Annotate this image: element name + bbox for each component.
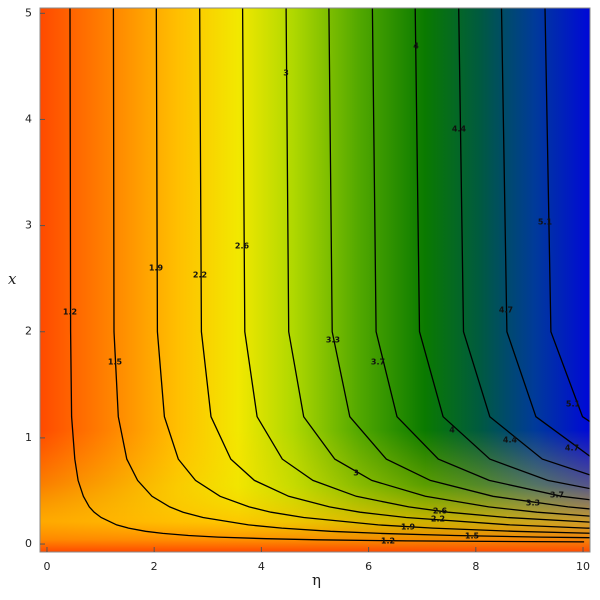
- contour-label: 4.7: [565, 444, 579, 453]
- y-tick-label: 2: [25, 325, 32, 338]
- x-tick-label: 4: [258, 560, 265, 573]
- contour-label: 3.7: [371, 358, 385, 367]
- contour-label: 2.6: [433, 507, 448, 516]
- contour-label: 1.9: [149, 264, 164, 273]
- x-tick-label: 8: [472, 560, 479, 573]
- contour-line: [241, 8, 590, 523]
- contour-lines: 1.21.21.51.51.91.92.22.22.62.6333.33.33.…: [63, 8, 590, 546]
- contour-label: 3.3: [326, 336, 340, 345]
- x-tick-label: 2: [151, 560, 158, 573]
- x-tick-label: 10: [576, 560, 590, 573]
- contour-label: 4.4: [452, 125, 467, 134]
- contour-line: [414, 8, 590, 490]
- contour-line: [112, 8, 590, 539]
- frame: [39, 7, 591, 553]
- y-tick-label: 0: [25, 537, 32, 550]
- y-axis-label: x: [8, 270, 17, 288]
- contour-line: [69, 8, 585, 543]
- contour-label: 1.5: [108, 358, 123, 367]
- contour-label: 2.2: [431, 515, 445, 524]
- contour-label: 3.7: [550, 491, 564, 500]
- contour-line: [544, 8, 590, 423]
- contour-line: [500, 8, 590, 458]
- contour-line: [458, 8, 590, 476]
- contour-label: 4: [413, 42, 419, 51]
- contour-line: [328, 8, 590, 510]
- contour-label: 5.1: [538, 218, 553, 227]
- contour-label: 2.6: [235, 242, 250, 251]
- contour-line: [371, 8, 590, 501]
- contour-label: 2.2: [193, 271, 207, 280]
- contour-line: [199, 8, 590, 529]
- contour-label: 4.4: [503, 436, 518, 445]
- contour-label: 1.9: [401, 523, 416, 532]
- plot-area: 1.21.21.51.51.91.92.22.22.62.6333.33.33.…: [40, 8, 590, 552]
- color-field-base: [40, 430, 590, 552]
- contour-label: 1.2: [381, 537, 395, 546]
- contour-label: 5.1: [566, 400, 581, 409]
- contour-line: [155, 8, 590, 534]
- contour-line: [285, 8, 590, 517]
- contour-label: 3: [353, 469, 359, 478]
- y-tick-label: 5: [25, 6, 32, 19]
- y-tick-label: 1: [25, 431, 32, 444]
- x-tick-label: 6: [365, 560, 372, 573]
- x-axis-label: η: [312, 571, 321, 589]
- contour-label: 4: [449, 426, 455, 435]
- y-tick-label: 3: [25, 219, 32, 232]
- x-tick-label: 0: [43, 560, 50, 573]
- contour-label: 1.2: [63, 308, 77, 317]
- contour-label: 4.7: [499, 306, 513, 315]
- contour-label: 1.5: [465, 532, 480, 541]
- y-tick-label: 4: [25, 112, 32, 125]
- contour-label: 3.3: [526, 499, 540, 508]
- contour-label: 3: [283, 69, 289, 78]
